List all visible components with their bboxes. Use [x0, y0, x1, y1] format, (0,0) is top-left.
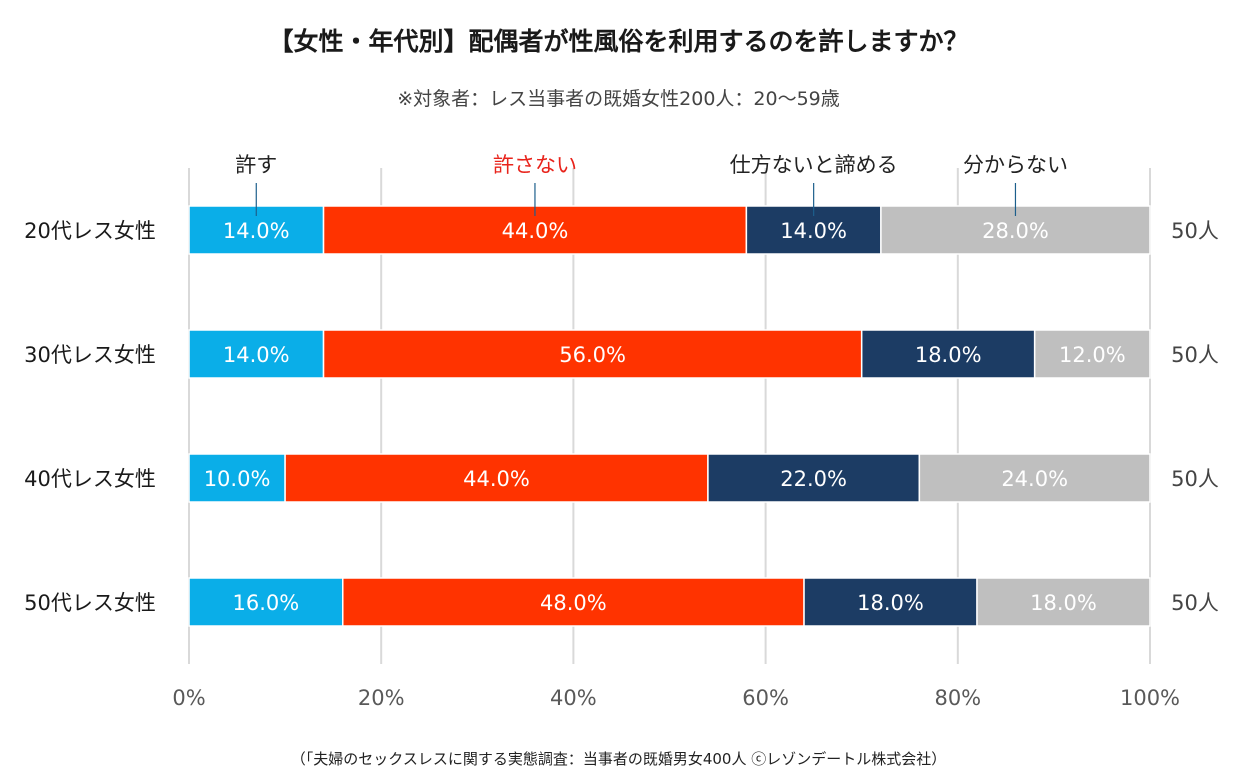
count-label: 50人: [1171, 591, 1219, 615]
count-label: 50人: [1171, 343, 1219, 367]
legend-label: 仕方ないと諦める: [730, 153, 898, 177]
data-label: 44.0%: [502, 219, 569, 243]
bar-segment: [976, 577, 1151, 627]
legend-label: 許さない: [493, 153, 577, 177]
data-label: 18.0%: [857, 591, 924, 615]
bar-segment: [284, 453, 709, 503]
chart-title: 【女性・年代別】配偶者が性風俗を利用するのを許しますか？: [268, 27, 969, 56]
count-label: 50人: [1171, 219, 1219, 243]
bar-segment: [188, 329, 325, 379]
x-tick-label: 0%: [172, 686, 205, 710]
x-tick-label: 40%: [550, 686, 597, 710]
bar-segment: [860, 329, 1036, 379]
x-tick-label: 60%: [742, 686, 789, 710]
data-label: 24.0%: [1001, 467, 1068, 491]
data-label: 14.0%: [223, 219, 290, 243]
bar-segment: [188, 577, 344, 627]
legend-label: 許す: [235, 153, 277, 177]
data-label: 10.0%: [204, 467, 271, 491]
data-label: 16.0%: [233, 591, 300, 615]
category-label: 30代レス女性: [24, 343, 156, 367]
bar-segment: [342, 577, 805, 627]
bar-segment: [918, 453, 1151, 503]
data-label: 18.0%: [1030, 591, 1097, 615]
source-note: （「夫婦のセックスレスに関する実態調査：当事者の既婚男女400人 ⓒレゾンデート…: [290, 750, 947, 768]
data-label: 56.0%: [559, 343, 626, 367]
data-label: 48.0%: [540, 591, 607, 615]
data-label: 18.0%: [915, 343, 982, 367]
x-tick-label: 100%: [1120, 686, 1180, 710]
count-label: 50人: [1171, 467, 1219, 491]
data-label: 12.0%: [1059, 343, 1126, 367]
chart-subtitle: ※対象者：レス当事者の既婚女性200人：20～59歳: [397, 88, 840, 110]
bar-segment: [188, 453, 286, 503]
bar-segment: [322, 329, 863, 379]
x-tick-label: 80%: [934, 686, 981, 710]
category-label: 20代レス女性: [24, 219, 156, 243]
data-label: 22.0%: [780, 467, 847, 491]
data-label: 14.0%: [223, 343, 290, 367]
x-tick-label: 20%: [358, 686, 405, 710]
category-label: 50代レス女性: [24, 591, 156, 615]
legend-label: 分からない: [963, 153, 1068, 177]
bar-segment: [803, 577, 978, 627]
data-label: 28.0%: [982, 219, 1049, 243]
data-label: 44.0%: [463, 467, 530, 491]
category-label: 40代レス女性: [24, 467, 156, 491]
data-label: 14.0%: [780, 219, 847, 243]
bar-segment: [1033, 329, 1151, 379]
